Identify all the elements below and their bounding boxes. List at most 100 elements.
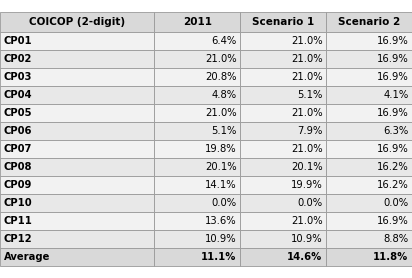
Bar — [326, 158, 412, 176]
Bar — [241, 176, 326, 194]
Bar — [241, 140, 326, 158]
Bar — [0, 50, 154, 68]
Text: 16.9%: 16.9% — [377, 216, 409, 226]
Text: 20.1%: 20.1% — [291, 162, 323, 172]
Text: 10.9%: 10.9% — [205, 234, 236, 244]
Bar — [154, 212, 241, 230]
Bar — [0, 32, 154, 50]
Text: 11.1%: 11.1% — [201, 252, 236, 262]
Text: 11.8%: 11.8% — [373, 252, 409, 262]
Text: 21.0%: 21.0% — [205, 54, 236, 64]
Bar — [154, 140, 241, 158]
Bar — [0, 158, 154, 176]
Text: Scenario 1: Scenario 1 — [253, 17, 315, 27]
Bar — [326, 122, 412, 140]
Text: 21.0%: 21.0% — [205, 108, 236, 118]
Text: 4.1%: 4.1% — [383, 90, 409, 100]
Bar — [241, 12, 326, 32]
Text: 14.6%: 14.6% — [287, 252, 323, 262]
Text: 5.1%: 5.1% — [211, 126, 236, 136]
Text: 14.1%: 14.1% — [205, 180, 236, 190]
Bar — [326, 230, 412, 248]
Bar — [326, 12, 412, 32]
Bar — [326, 140, 412, 158]
Text: 0.0%: 0.0% — [211, 198, 236, 208]
Text: 0.0%: 0.0% — [384, 198, 409, 208]
Bar — [154, 68, 241, 86]
Text: 16.9%: 16.9% — [377, 54, 409, 64]
Bar — [0, 104, 154, 122]
Text: 0.0%: 0.0% — [297, 198, 323, 208]
Text: 10.9%: 10.9% — [291, 234, 323, 244]
Text: CP08: CP08 — [3, 162, 32, 172]
Bar — [326, 248, 412, 266]
Bar — [241, 104, 326, 122]
Text: Scenario 2: Scenario 2 — [338, 17, 400, 27]
Bar — [326, 212, 412, 230]
Bar — [326, 104, 412, 122]
Bar — [326, 50, 412, 68]
Text: 16.9%: 16.9% — [377, 36, 409, 46]
Bar — [154, 230, 241, 248]
Text: CP09: CP09 — [3, 180, 32, 190]
Bar — [0, 140, 154, 158]
Bar — [154, 176, 241, 194]
Bar — [241, 158, 326, 176]
Bar — [326, 176, 412, 194]
Text: 4.8%: 4.8% — [211, 90, 236, 100]
Bar — [241, 122, 326, 140]
Bar — [0, 248, 154, 266]
Bar — [0, 194, 154, 212]
Bar — [154, 86, 241, 104]
Bar — [154, 32, 241, 50]
Bar — [154, 50, 241, 68]
Bar — [0, 212, 154, 230]
Text: CP11: CP11 — [3, 216, 33, 226]
Bar — [241, 248, 326, 266]
Bar — [154, 104, 241, 122]
Text: 20.8%: 20.8% — [205, 72, 236, 82]
Text: COICOP (2-digit): COICOP (2-digit) — [29, 17, 125, 27]
Text: 21.0%: 21.0% — [291, 36, 323, 46]
Bar — [241, 230, 326, 248]
Bar — [0, 12, 154, 32]
Bar — [0, 176, 154, 194]
Text: CP07: CP07 — [3, 144, 32, 154]
Bar — [154, 248, 241, 266]
Text: 21.0%: 21.0% — [291, 54, 323, 64]
Text: CP10: CP10 — [3, 198, 32, 208]
Bar — [241, 194, 326, 212]
Bar — [154, 194, 241, 212]
Text: 5.1%: 5.1% — [297, 90, 323, 100]
Text: 16.2%: 16.2% — [377, 162, 409, 172]
Text: CP12: CP12 — [3, 234, 32, 244]
Bar — [154, 158, 241, 176]
Bar — [326, 32, 412, 50]
Bar — [0, 230, 154, 248]
Text: 16.9%: 16.9% — [377, 72, 409, 82]
Text: 16.2%: 16.2% — [377, 180, 409, 190]
Bar — [0, 86, 154, 104]
Text: 21.0%: 21.0% — [291, 72, 323, 82]
Text: 20.1%: 20.1% — [205, 162, 236, 172]
Bar — [326, 86, 412, 104]
Text: 7.9%: 7.9% — [297, 126, 323, 136]
Bar — [241, 212, 326, 230]
Text: 16.9%: 16.9% — [377, 144, 409, 154]
Text: 16.9%: 16.9% — [377, 108, 409, 118]
Text: CP02: CP02 — [3, 54, 32, 64]
Text: 2011: 2011 — [183, 17, 212, 27]
Text: 6.4%: 6.4% — [211, 36, 236, 46]
Text: 19.8%: 19.8% — [205, 144, 236, 154]
Bar — [326, 194, 412, 212]
Text: Average: Average — [3, 252, 50, 262]
Text: CP04: CP04 — [3, 90, 32, 100]
Text: 13.6%: 13.6% — [205, 216, 236, 226]
Bar — [0, 122, 154, 140]
Bar — [326, 68, 412, 86]
Text: 21.0%: 21.0% — [291, 144, 323, 154]
Bar — [241, 32, 326, 50]
Text: 19.9%: 19.9% — [291, 180, 323, 190]
Text: CP01: CP01 — [3, 36, 32, 46]
Bar — [241, 68, 326, 86]
